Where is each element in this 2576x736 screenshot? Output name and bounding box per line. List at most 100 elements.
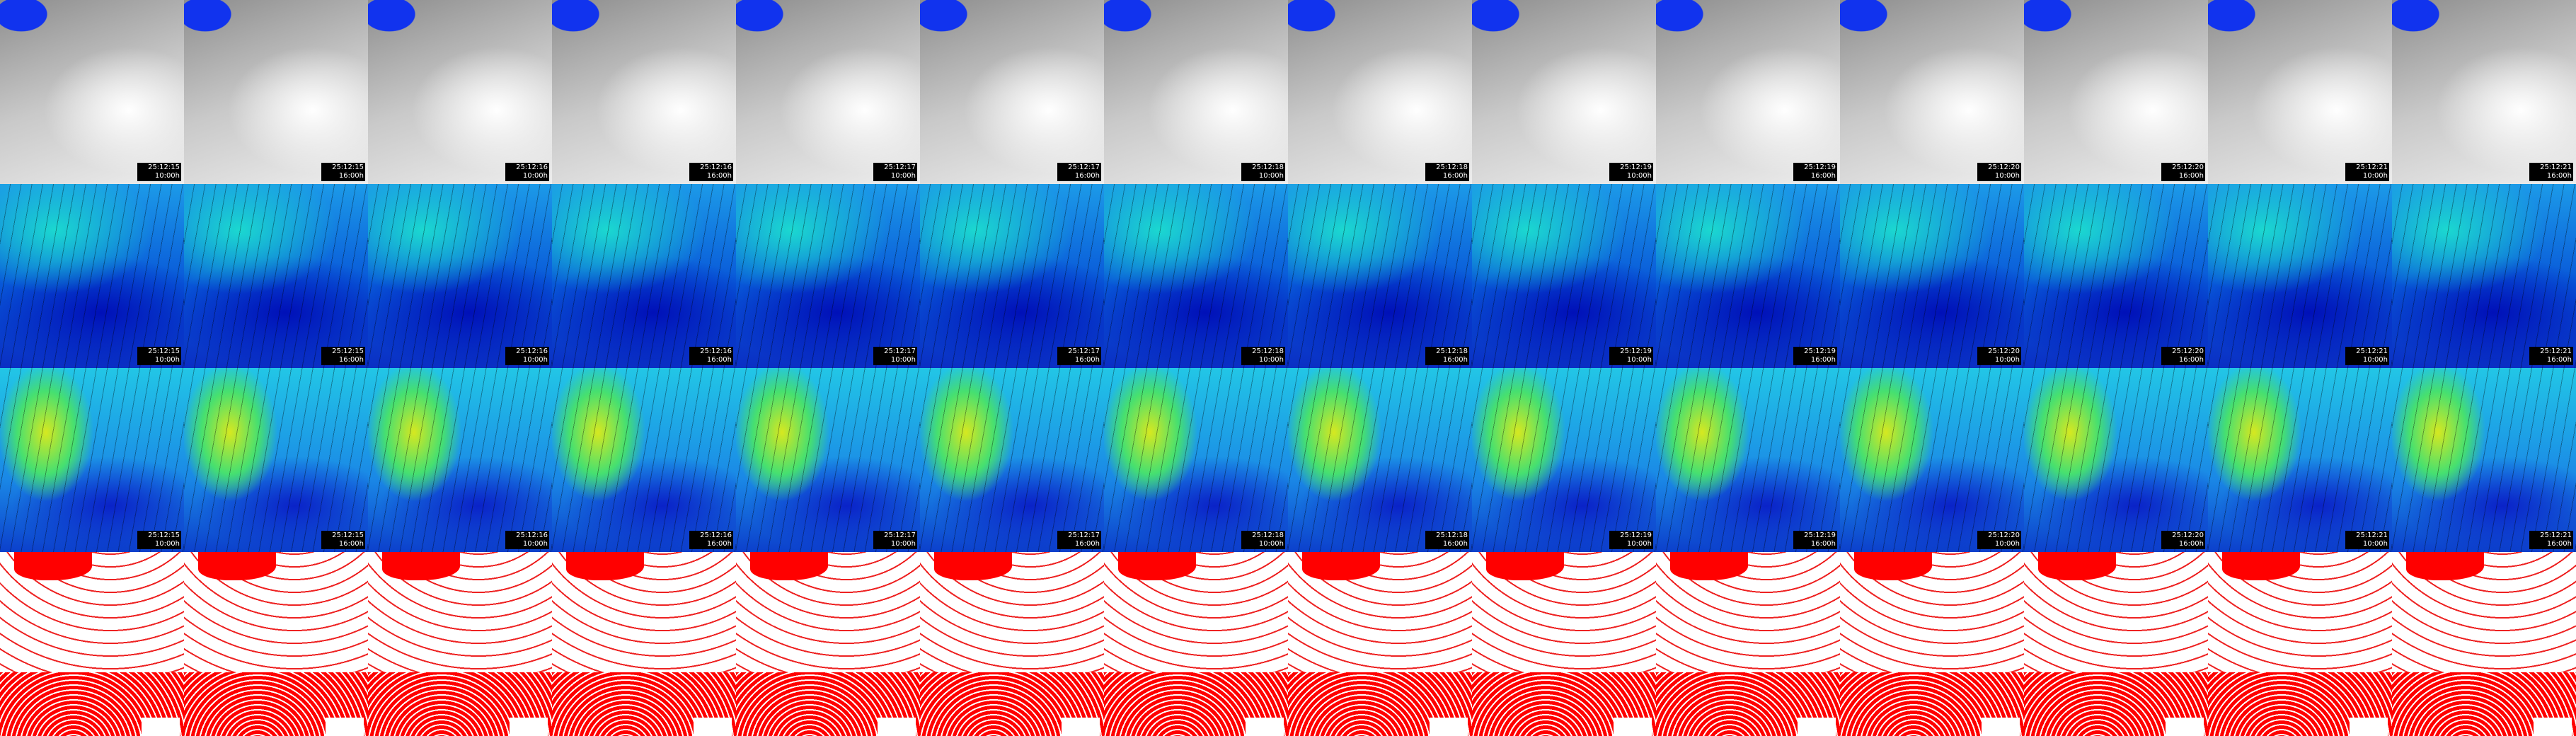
time-label: 25:12:19 16:00h xyxy=(1793,347,1837,365)
map-thumbnail[interactable]: 25:12:17 16:00h xyxy=(920,184,1104,368)
wind-arrows xyxy=(920,184,1104,368)
map-thumbnail[interactable]: 25:12:18 16:00h xyxy=(1288,0,1472,184)
time-text: 16:00h xyxy=(2178,356,2204,364)
date-text: 25:12:21 xyxy=(2540,531,2572,539)
map-thumbnail[interactable]: 25:12:17 10:00h xyxy=(736,184,920,368)
map-thumbnail[interactable]: 25:12:19 16:00h xyxy=(1656,184,1840,368)
date-text: 25:12:16 xyxy=(700,347,732,355)
date-text: 25:12:16 xyxy=(516,163,548,171)
contour-thumbnail[interactable] xyxy=(0,552,184,736)
map-thumbnail[interactable]: 25:12:21 16:00h xyxy=(2392,0,2576,184)
map-thumbnail[interactable]: 25:12:21 10:00h xyxy=(2208,368,2392,552)
contour-thumbnail[interactable] xyxy=(2024,552,2208,736)
map-thumbnail[interactable]: 25:12:18 10:00h xyxy=(1104,0,1288,184)
time-text: 10:00h xyxy=(890,540,916,548)
map-thumbnail[interactable]: 25:12:19 10:00h xyxy=(1472,368,1656,552)
time-label: 25:12:15 16:00h xyxy=(321,531,365,549)
map-thumbnail[interactable]: 25:12:17 10:00h xyxy=(736,368,920,552)
contour-thumbnail[interactable] xyxy=(2392,552,2576,736)
map-thumbnail[interactable]: 25:12:19 16:00h xyxy=(1656,0,1840,184)
date-text: 25:12:21 xyxy=(2540,347,2572,355)
map-thumbnail[interactable]: 25:12:15 10:00h xyxy=(0,368,184,552)
wind-arrows xyxy=(2024,368,2208,552)
map-thumbnail[interactable]: 25:12:17 16:00h xyxy=(920,0,1104,184)
time-text: 10:00h xyxy=(154,540,180,548)
time-text: 16:00h xyxy=(338,540,364,548)
contour-thumbnail[interactable] xyxy=(1288,552,1472,736)
map-thumbnail[interactable]: 25:12:16 16:00h xyxy=(552,368,736,552)
map-thumbnail[interactable]: 25:12:15 10:00h xyxy=(0,0,184,184)
time-label: 25:12:16 10:00h xyxy=(505,163,549,181)
contour-thumbnail[interactable] xyxy=(1840,552,2024,736)
time-text: 10:00h xyxy=(522,540,548,548)
contour-thumbnail[interactable] xyxy=(2208,552,2392,736)
map-thumbnail[interactable]: 25:12:16 10:00h xyxy=(368,0,552,184)
time-text: 10:00h xyxy=(2362,356,2388,364)
time-text: 16:00h xyxy=(2546,356,2572,364)
date-text: 25:12:21 xyxy=(2356,347,2388,355)
contour-thumbnail[interactable] xyxy=(1656,552,1840,736)
time-text: 10:00h xyxy=(1994,540,2020,548)
map-thumbnail[interactable]: 25:12:19 10:00h xyxy=(1472,0,1656,184)
map-thumbnail[interactable]: 25:12:15 16:00h xyxy=(184,184,368,368)
map-thumbnail[interactable]: 25:12:19 10:00h xyxy=(1472,184,1656,368)
map-thumbnail[interactable]: 25:12:18 10:00h xyxy=(1104,368,1288,552)
map-thumbnail[interactable]: 25:12:20 10:00h xyxy=(1840,0,2024,184)
date-text: 25:12:20 xyxy=(2172,163,2204,171)
map-thumbnail[interactable]: 25:12:20 16:00h xyxy=(2024,368,2208,552)
time-label: 25:12:18 16:00h xyxy=(1425,531,1469,549)
time-text: 16:00h xyxy=(338,172,364,180)
map-thumbnail[interactable]: 25:12:20 10:00h xyxy=(1840,184,2024,368)
map-thumbnail[interactable]: 25:12:20 16:00h xyxy=(2024,0,2208,184)
contour-thumbnail[interactable] xyxy=(552,552,736,736)
date-text: 25:12:15 xyxy=(332,163,364,171)
map-thumbnail[interactable]: 25:12:19 16:00h xyxy=(1656,368,1840,552)
date-text: 25:12:17 xyxy=(1068,163,1100,171)
time-label: 25:12:18 16:00h xyxy=(1425,163,1469,181)
wind-arrows xyxy=(368,184,552,368)
time-text: 10:00h xyxy=(2362,540,2388,548)
contour-thumbnail[interactable] xyxy=(736,552,920,736)
map-thumbnail[interactable]: 25:12:18 16:00h xyxy=(1288,368,1472,552)
map-thumbnail[interactable]: 25:12:16 10:00h xyxy=(368,184,552,368)
map-thumbnail[interactable]: 25:12:21 16:00h xyxy=(2392,184,2576,368)
map-thumbnail[interactable]: 25:12:15 16:00h xyxy=(184,0,368,184)
date-text: 25:12:17 xyxy=(1068,531,1100,539)
contour-thumbnail[interactable] xyxy=(1472,552,1656,736)
map-thumbnail[interactable]: 25:12:16 16:00h xyxy=(552,184,736,368)
pressure-blob xyxy=(382,552,460,580)
date-text: 25:12:17 xyxy=(884,347,916,355)
map-thumbnail[interactable]: 25:12:21 10:00h xyxy=(2208,184,2392,368)
contour-thumbnail[interactable] xyxy=(1104,552,1288,736)
time-text: 10:00h xyxy=(1994,356,2020,364)
time-text: 16:00h xyxy=(1442,540,1468,548)
time-label: 25:12:17 10:00h xyxy=(873,163,917,181)
time-text: 16:00h xyxy=(1074,356,1100,364)
contour-thumbnail[interactable] xyxy=(920,552,1104,736)
map-thumbnail[interactable]: 25:12:16 10:00h xyxy=(368,368,552,552)
wind-arrows xyxy=(736,184,920,368)
map-thumbnail[interactable]: 25:12:17 16:00h xyxy=(920,368,1104,552)
pressure-blob xyxy=(1486,552,1564,580)
map-thumbnail[interactable]: 25:12:15 10:00h xyxy=(0,184,184,368)
date-text: 25:12:18 xyxy=(1436,163,1468,171)
wind-arrows xyxy=(552,184,736,368)
map-thumbnail[interactable]: 25:12:20 10:00h xyxy=(1840,368,2024,552)
map-thumbnail[interactable]: 25:12:20 16:00h xyxy=(2024,184,2208,368)
map-thumbnail[interactable]: 25:12:21 10:00h xyxy=(2208,0,2392,184)
map-thumbnail[interactable]: 25:12:21 16:00h xyxy=(2392,368,2576,552)
wind-arrows xyxy=(1104,184,1288,368)
date-text: 25:12:16 xyxy=(516,531,548,539)
contour-thumbnail[interactable] xyxy=(184,552,368,736)
map-thumbnail[interactable]: 25:12:18 10:00h xyxy=(1104,184,1288,368)
time-label: 25:12:19 16:00h xyxy=(1793,531,1837,549)
time-text: 16:00h xyxy=(2178,172,2204,180)
map-thumbnail[interactable]: 25:12:16 16:00h xyxy=(552,0,736,184)
map-thumbnail[interactable]: 25:12:17 10:00h xyxy=(736,0,920,184)
map-thumbnail[interactable]: 25:12:18 16:00h xyxy=(1288,184,1472,368)
wind-arrows xyxy=(1288,368,1472,552)
contour-thumbnail[interactable] xyxy=(368,552,552,736)
map-thumbnail[interactable]: 25:12:15 16:00h xyxy=(184,368,368,552)
time-text: 10:00h xyxy=(522,172,548,180)
